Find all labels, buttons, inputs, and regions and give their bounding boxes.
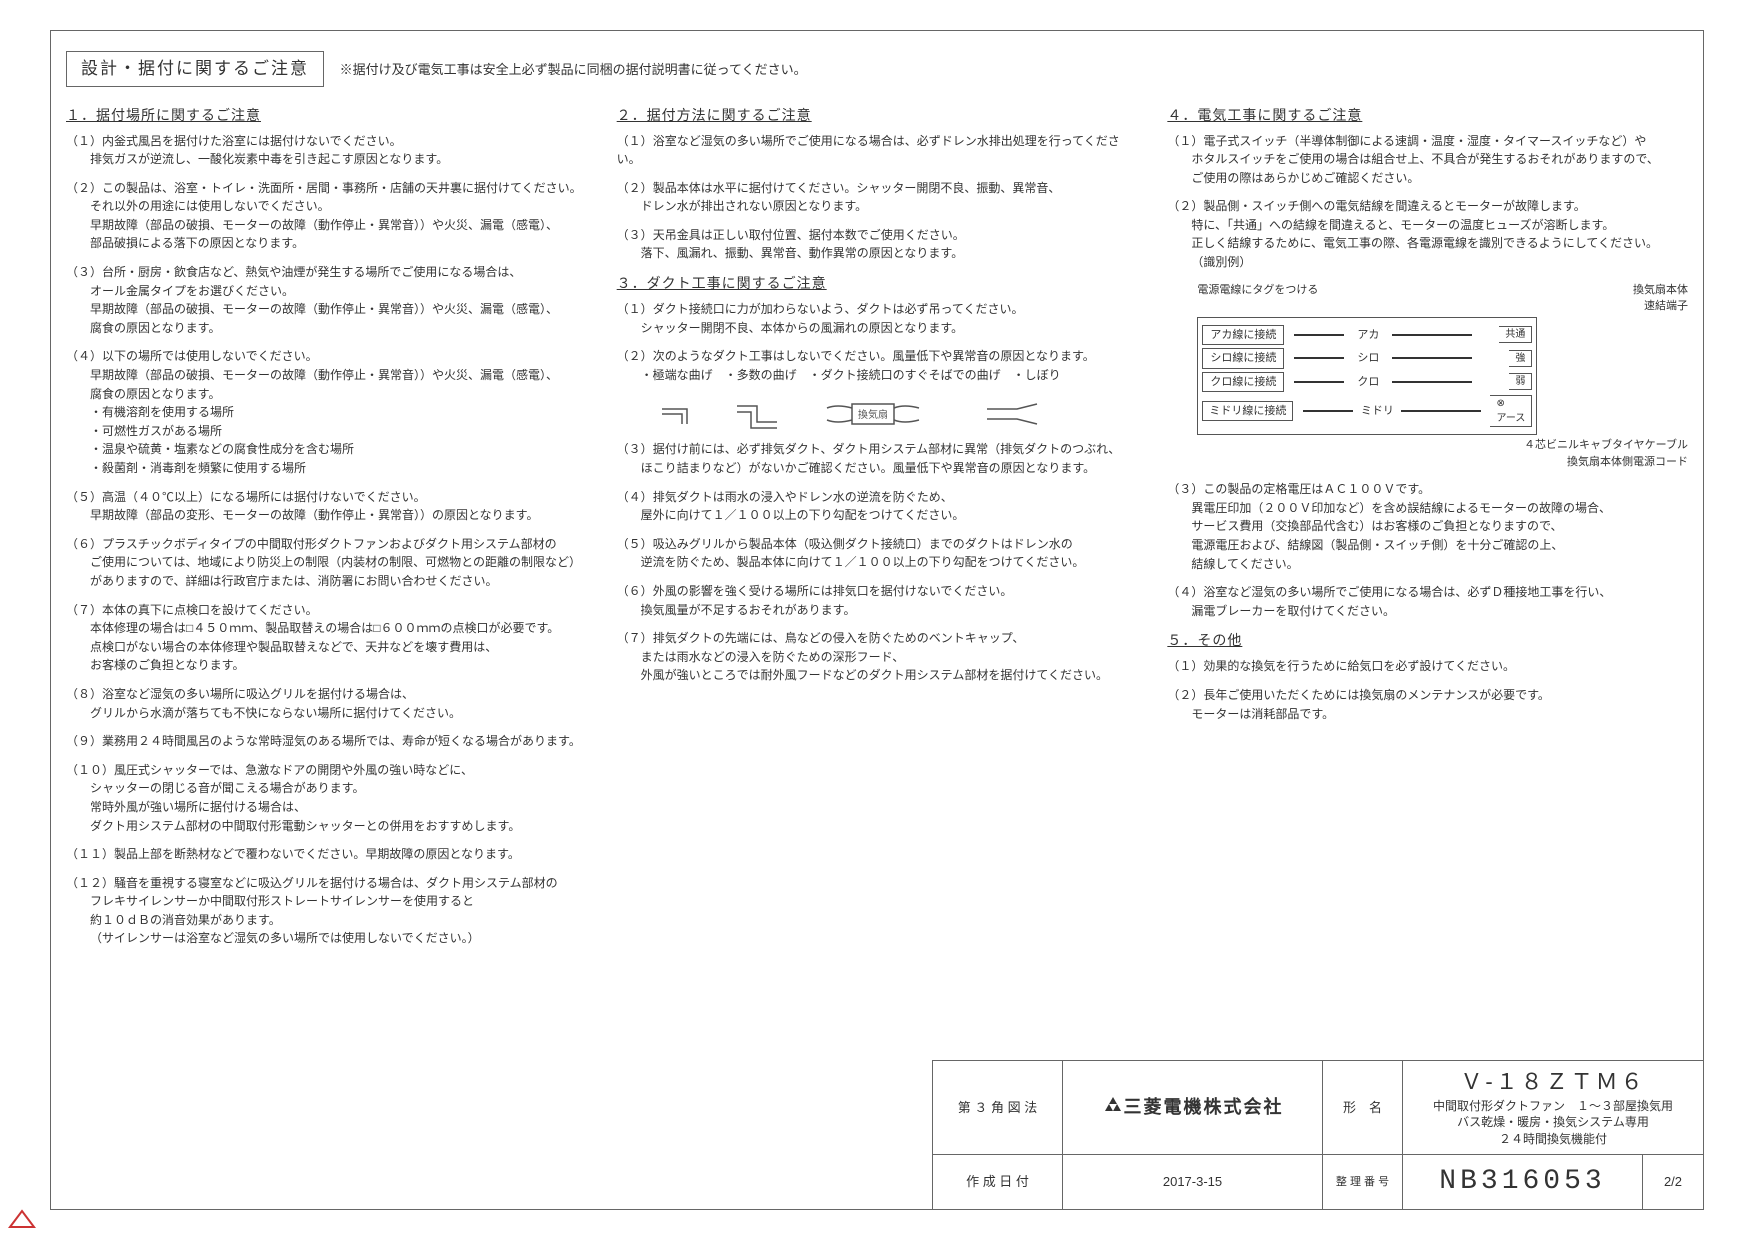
list-item: （２）この製品は、浴室・トイレ・洗面所・居間・事務所・店舗の天井裏に据付けてくだ… bbox=[66, 179, 587, 253]
docnum-value: NB316053 bbox=[1403, 1155, 1643, 1209]
header-note: ※据付け及び電気工事は安全上必ず製品に同梱の据付説明書に従ってください。 bbox=[340, 60, 807, 80]
docnum-label: 整 理 番 号 bbox=[1323, 1155, 1403, 1209]
projection-label: 第 ３ 角 図 法 bbox=[933, 1061, 1063, 1154]
list-item: （９）業務用２４時間風呂のような常時湿気のある場所では、寿命が短くなる場合があり… bbox=[66, 732, 587, 751]
list-item: （１）内釡式風呂を据付けた浴室には据付けないでください。排気ガスが逆流し、一酸化… bbox=[66, 132, 587, 169]
model-sub2: バス乾燥・暖房・換気システム専用 bbox=[1457, 1114, 1649, 1131]
list-item: （３）台所・厨房・飲食店など、熱気や油煙が発生する場所でご使用になる場合は、オー… bbox=[66, 263, 587, 337]
model-sub1: 中間取付形ダクトファン １～３部屋換気用 bbox=[1433, 1098, 1673, 1115]
wiring-row: ミドリ線に接続ミドリ⊗アース bbox=[1202, 395, 1532, 427]
corner-logo-icon bbox=[8, 1207, 38, 1237]
header: 設計・据付に関するご注意 ※据付け及び電気工事は安全上必ず製品に同梱の据付説明書… bbox=[66, 51, 1688, 87]
wiring-row: クロ線に接続クロ弱 bbox=[1202, 372, 1532, 393]
list-item: （２）長年ご使用いただくためには換気扇のメンテナンスが必要です。モーターは消耗部… bbox=[1167, 686, 1688, 723]
list-item: （１２）騒音を重視する寝室などに吸込グリルを据付ける場合は、ダクト用システム部材… bbox=[66, 874, 587, 948]
list-item: （３）この製品の定格電圧はＡＣ１００Ｖです。異電圧印加（２００Ｖ印加など）を含め… bbox=[1167, 480, 1688, 573]
section-5-title: ５．その他 bbox=[1167, 630, 1688, 651]
list-item: （４）浴室など湿気の多い場所でご使用になる場合は、必ずＤ種接地工事を行い、漏電ブ… bbox=[1167, 583, 1688, 620]
wiring-row: アカ線に接続アカ共通 bbox=[1202, 325, 1532, 346]
wiring-row: シロ線に接続シロ強 bbox=[1202, 348, 1532, 369]
list-item: （３）据付け前には、必ず排気ダクト、ダクト用システム部材に異常（排気ダクトのつぶ… bbox=[617, 440, 1138, 477]
model-number: Ｖ‐１８ＺＴＭ６ bbox=[1460, 1067, 1645, 1098]
page-number: 2/2 bbox=[1643, 1155, 1703, 1209]
list-item: （２）製品側・スイッチ側への電気結線を間違えるとモーターが故障します。特に、「共… bbox=[1167, 197, 1688, 271]
list-item: （１）浴室など湿気の多い場所でご使用になる場合は、必ずドレン水排出処理を行ってく… bbox=[617, 132, 1138, 169]
list-item: （７）排気ダクトの先端には、鳥などの侵入を防ぐためのベントキャップ、または雨水な… bbox=[617, 629, 1138, 685]
svg-text:換気扇: 換気扇 bbox=[858, 408, 888, 421]
list-item: （１１）製品上部を断熱材などで覆わないでください。早期故障の原因となります。 bbox=[66, 845, 587, 864]
list-item: （５）高温（４０℃以上）になる場所には据付けないでください。早期故障（部品の変形… bbox=[66, 488, 587, 525]
section-1-title: １．据付場所に関するご注意 bbox=[66, 105, 587, 126]
list-item: （１０）風圧式シャッターでは、急激なドアの開閉や外風の強い時などに、シャッターの… bbox=[66, 761, 587, 835]
page-frame: 設計・据付に関するご注意 ※据付け及び電気工事は安全上必ず製品に同梱の据付説明書… bbox=[50, 30, 1704, 1210]
content-columns: １．据付場所に関するご注意 （１）内釡式風呂を据付けた浴室には据付けないでくださ… bbox=[66, 97, 1688, 959]
list-item: （３）天吊金具は正しい取付位置、据付本数でご使用ください。落下、風漏れ、振動、異… bbox=[617, 226, 1138, 263]
wiring-right-label-2: 速結端子 bbox=[1644, 300, 1688, 312]
list-item: （１）ダクト接続口に力が加わらないよう、ダクトは必ず吊ってください。シャッター開… bbox=[617, 300, 1138, 337]
column-2: ２．据付方法に関するご注意 （１）浴室など湿気の多い場所でご使用になる場合は、必… bbox=[617, 97, 1138, 959]
title-block: 第 ３ 角 図 法 三菱電機株式会社 形 名 Ｖ‐１８ＺＴＭ６ 中間取付形ダクト… bbox=[932, 1060, 1703, 1209]
list-item: （４）排気ダクトは雨水の浸入やドレン水の逆流を防ぐため、屋外に向けて１／１００以… bbox=[617, 488, 1138, 525]
column-1: １．据付場所に関するご注意 （１）内釡式風呂を据付けた浴室には据付けないでくださ… bbox=[66, 97, 587, 959]
section-3-title: ３．ダクト工事に関するご注意 bbox=[617, 273, 1138, 294]
wiring-left-label: 電源電線にタグをつける bbox=[1197, 282, 1318, 315]
section-2-title: ２．据付方法に関するご注意 bbox=[617, 105, 1138, 126]
wiring-diagram: 電源電線にタグをつける 換気扇本体 速結端子 アカ線に接続アカ共通シロ線に接続シ… bbox=[1197, 282, 1688, 471]
list-item: （１）電子式スイッチ（半導体制御による速調・温度・湿度・タイマースイッチなど）や… bbox=[1167, 132, 1688, 188]
list-item: （８）浴室など湿気の多い場所に吸込グリルを据付ける場合は、グリルから水滴が落ちて… bbox=[66, 685, 587, 722]
title-box: 設計・据付に関するご注意 bbox=[66, 51, 324, 87]
wiring-right-label-1: 換気扇本体 bbox=[1633, 284, 1688, 296]
list-item: （６）プラスチックボディタイプの中間取付形ダクトファンおよびダクト用システム部材… bbox=[66, 535, 587, 591]
list-item: （５）吸込みグリルから製品本体（吸込側ダクト接続口）までのダクトはドレン水の逆流… bbox=[617, 535, 1138, 572]
wiring-footer-2: 換気扇本体側電源コード bbox=[1567, 456, 1688, 468]
company-name: 三菱電機株式会社 bbox=[1124, 1094, 1284, 1121]
list-item: （６）外風の影響を強く受ける場所には排気口を据付けないでください。換気風量が不足… bbox=[617, 582, 1138, 619]
wiring-footer-1: ４芯ビニルキャブタイヤケーブル bbox=[1524, 439, 1688, 451]
list-item: （７）本体の真下に点検口を設けてください。本体修理の場合は□４５０ｍｍ、製品取替… bbox=[66, 601, 587, 675]
form-label: 形 名 bbox=[1323, 1061, 1403, 1154]
section-4-title: ４．電気工事に関するご注意 bbox=[1167, 105, 1688, 126]
list-item: （４）以下の場所では使用しないでください。早期故障（部品の破損、モーターの故障（… bbox=[66, 347, 587, 477]
duct-bend-diagram: 換気扇 bbox=[657, 394, 1138, 434]
mitsubishi-logo-icon bbox=[1102, 1096, 1124, 1118]
date-value: 2017-3-15 bbox=[1063, 1155, 1323, 1209]
list-item: （２）次のようなダクト工事はしないでください。風量低下や異常音の原因となります。… bbox=[617, 347, 1138, 384]
column-3: ４．電気工事に関するご注意 （１）電子式スイッチ（半導体制御による速調・温度・湿… bbox=[1167, 97, 1688, 959]
company-cell: 三菱電機株式会社 bbox=[1063, 1061, 1323, 1154]
date-label: 作 成 日 付 bbox=[933, 1155, 1063, 1209]
list-item: （２）製品本体は水平に据付けてください。シャッター開閉不良、振動、異常音、ドレン… bbox=[617, 179, 1138, 216]
model-sub3: ２４時間換気機能付 bbox=[1499, 1131, 1607, 1148]
model-cell: Ｖ‐１８ＺＴＭ６ 中間取付形ダクトファン １～３部屋換気用 バス乾燥・暖房・換気… bbox=[1403, 1061, 1703, 1154]
list-item: （１）効果的な換気を行うために給気口を必ず設けてください。 bbox=[1167, 657, 1688, 676]
